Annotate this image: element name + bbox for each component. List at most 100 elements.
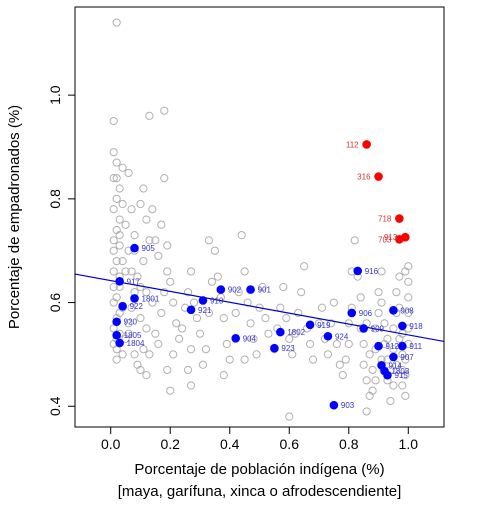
background-point [139,184,148,193]
background-point [109,205,118,214]
background-point [401,391,410,400]
point-112 [362,140,371,149]
background-point [341,355,350,364]
background-point [356,293,365,302]
point-label-915: 915 [394,371,408,380]
point-1802 [276,327,285,337]
background-point [163,241,172,250]
background-point [109,298,118,307]
background-point [109,148,118,157]
background-point [109,246,118,255]
point-label-1802: 1802 [287,328,305,337]
background-point [127,303,136,312]
background-point [186,267,196,276]
background-point [264,329,273,338]
point-label-913: 913 [384,233,398,242]
background-point [285,334,294,343]
background-point [317,303,327,312]
background-point [305,339,315,349]
point-label-1803: 1803 [391,367,409,376]
point-label-920: 920 [124,318,138,327]
highlighted-points [112,140,410,410]
background-point [109,267,118,276]
background-point [157,308,166,318]
background-point [389,381,398,390]
background-point [329,298,338,307]
background-point [151,329,160,338]
background-point [374,288,383,297]
background-point [178,324,187,333]
background-point [183,365,193,375]
background-point [160,288,169,297]
background-point [362,407,371,416]
x-tick-label: 1.0 [399,436,419,452]
point-718 [395,214,404,223]
x-tick-label: 0.2 [160,436,180,452]
background-point [118,350,127,359]
point-label-911: 911 [409,342,422,351]
background-point [172,319,181,328]
background-point [213,272,222,281]
trend-line-group [74,273,445,343]
background-point [163,267,172,276]
point-label-1801: 1801 [142,294,160,303]
background-point [240,355,249,364]
point-909 [359,324,368,333]
background-point [326,319,336,328]
point-label-908: 908 [400,306,414,315]
background-point [240,267,249,276]
background-point [166,277,175,286]
background-point [279,282,288,292]
background-point [186,345,196,354]
point-label-906: 906 [359,309,373,318]
background-point [386,396,395,406]
point-908 [389,306,398,315]
point-1801 [130,294,139,303]
background-point [401,355,410,364]
background-point [118,256,127,266]
background-point [183,288,193,297]
point-912 [374,341,383,351]
point-label-1804: 1804 [127,339,145,348]
background-point [124,168,133,178]
background-point [186,381,196,390]
background-point [210,246,219,255]
point-label-924: 924 [335,332,349,341]
point-label-912: 912 [386,342,400,351]
point-316 [374,172,383,181]
y-tick-label: 1.0 [47,85,63,105]
background-point [142,288,151,297]
point-label-718: 718 [378,215,392,224]
background-point [160,106,169,115]
background-point [166,386,175,395]
point-921 [186,305,196,315]
background-point [124,329,133,338]
background-point [142,324,151,333]
background-point [300,262,309,271]
background-point [127,267,136,276]
background-point [109,236,118,245]
point-916 [353,266,363,276]
point-label-917: 917 [127,277,141,286]
background-point [365,350,374,359]
background-point [398,381,407,390]
background-point [401,371,410,380]
background-point [115,231,124,240]
background-point [145,350,154,359]
y-tick-label: 0.6 [47,293,63,313]
background-point [374,308,383,318]
point-label-918: 918 [409,322,423,331]
background-point [118,199,127,209]
background-point [219,371,228,380]
background-point [377,298,386,307]
background-point [145,236,154,245]
point-label-901: 901 [258,286,272,295]
background-point [285,412,294,421]
background-point [160,174,169,183]
point-902 [216,285,226,294]
background-point [127,205,136,214]
background-point [112,194,121,203]
point-917 [115,276,124,286]
point-label-907: 907 [400,353,414,362]
